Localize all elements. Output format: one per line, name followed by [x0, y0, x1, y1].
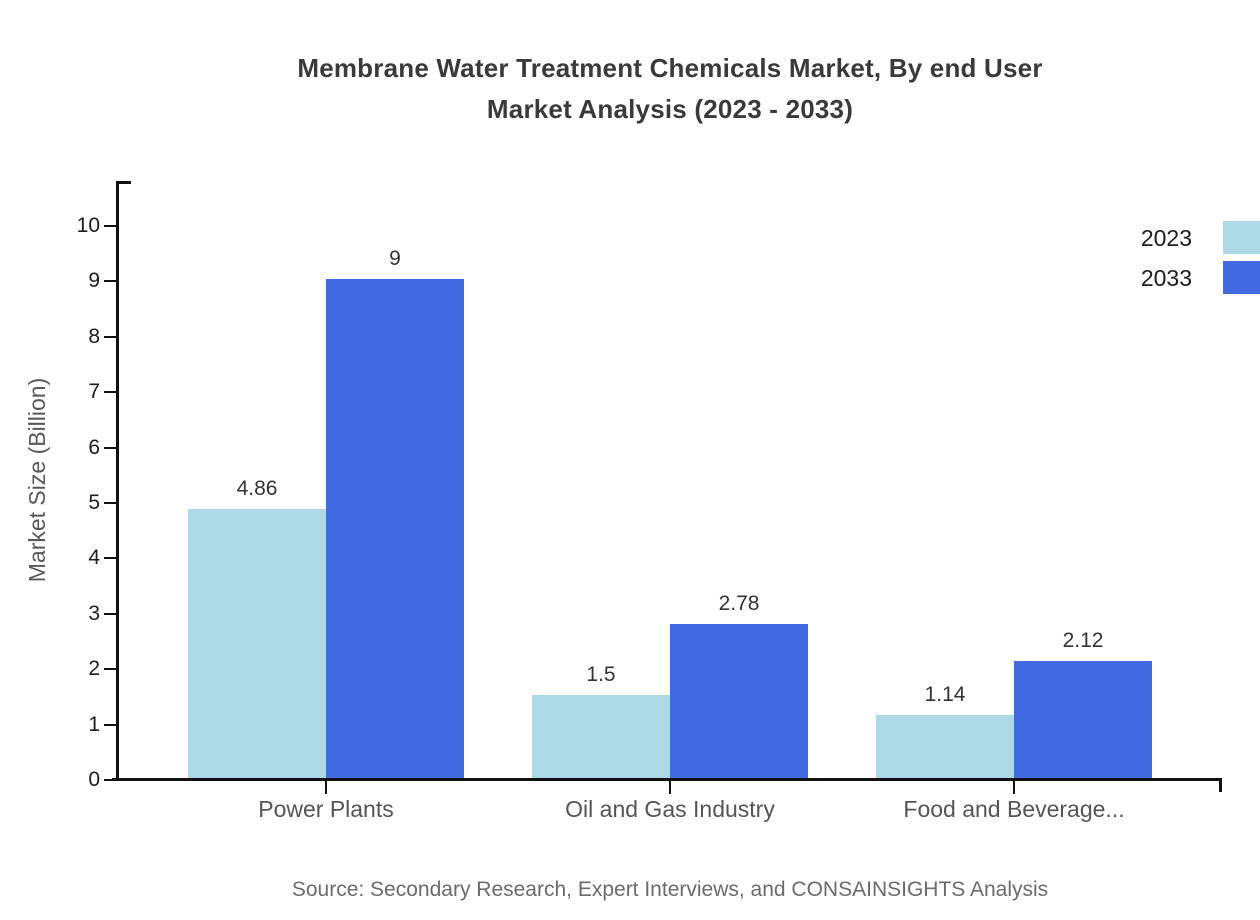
chart-title-line-2: Market Analysis (2023 - 2033) [486, 94, 854, 124]
y-tick-label: 0 [88, 768, 100, 791]
y-axis-top-cap [116, 181, 131, 184]
y-tick-mark [104, 446, 118, 449]
bar-2033-2 [1014, 660, 1152, 778]
y-tick-label: 1 [88, 712, 100, 736]
y-tick-label: 3 [88, 601, 100, 625]
y-tick-label: 2 [88, 657, 100, 681]
y-tick-label: 9 [88, 269, 100, 293]
bar-value-label: 4.86 [236, 476, 278, 500]
bar-2023-2 [876, 714, 1014, 778]
bar-value-label: 9 [389, 247, 401, 271]
y-tick-label: 8 [88, 324, 100, 348]
y-tick-label: 10 [76, 214, 100, 237]
y-tick-mark [104, 723, 118, 726]
y-tick-label: 7 [88, 380, 100, 404]
y-tick-label: 6 [88, 435, 100, 459]
y-tick-mark [104, 280, 118, 283]
y-tick-label: 5 [88, 491, 100, 514]
legend-swatch-2033[interactable] [1223, 261, 1260, 294]
y-axis-line [116, 181, 119, 781]
x-tick-mark [669, 781, 671, 794]
y-tick-mark [104, 502, 118, 504]
source-note: Source: Secondary Research, Expert Inter… [291, 878, 1049, 901]
bar-2033-1 [670, 623, 808, 778]
bar-value-label: 1.14 [924, 682, 966, 706]
bar-value-label: 2.12 [1062, 628, 1104, 652]
y-tick-mark [104, 668, 118, 671]
x-axis-line [112, 778, 1222, 781]
y-tick-mark [104, 557, 118, 560]
x-tick-mark [1013, 781, 1015, 794]
chart-title: Membrane Water Treatment Chemicals Marke… [70, 48, 1260, 130]
bar-value-label: 2.78 [718, 591, 760, 615]
legend-swatch-2023[interactable] [1223, 221, 1260, 254]
bar-2023-0 [188, 508, 326, 778]
y-tick-mark [104, 225, 118, 227]
bar-value-label: 1.5 [586, 662, 616, 686]
bar-2023-1 [532, 694, 670, 778]
x-tick-mark [325, 781, 327, 794]
y-tick-label: 4 [88, 546, 100, 570]
y-tick-mark [104, 612, 118, 615]
chart-title-line-1: Membrane Water Treatment Chemicals Marke… [297, 53, 1043, 83]
x-axis-end-cap [1219, 778, 1222, 792]
bar-2033-0 [326, 279, 464, 778]
x-tick-label: Food and Beverage... [903, 796, 1125, 822]
x-tick-label: Oil and Gas Industry [565, 796, 775, 822]
y-tick-mark [104, 391, 118, 394]
x-tick-label: Power Plants [258, 796, 394, 822]
legend-item-2033[interactable]: 2033 [1140, 265, 1192, 291]
y-tick-mark [104, 779, 118, 781]
y-tick-mark [104, 335, 118, 338]
legend-item-2023[interactable]: 2023 [1140, 225, 1192, 251]
